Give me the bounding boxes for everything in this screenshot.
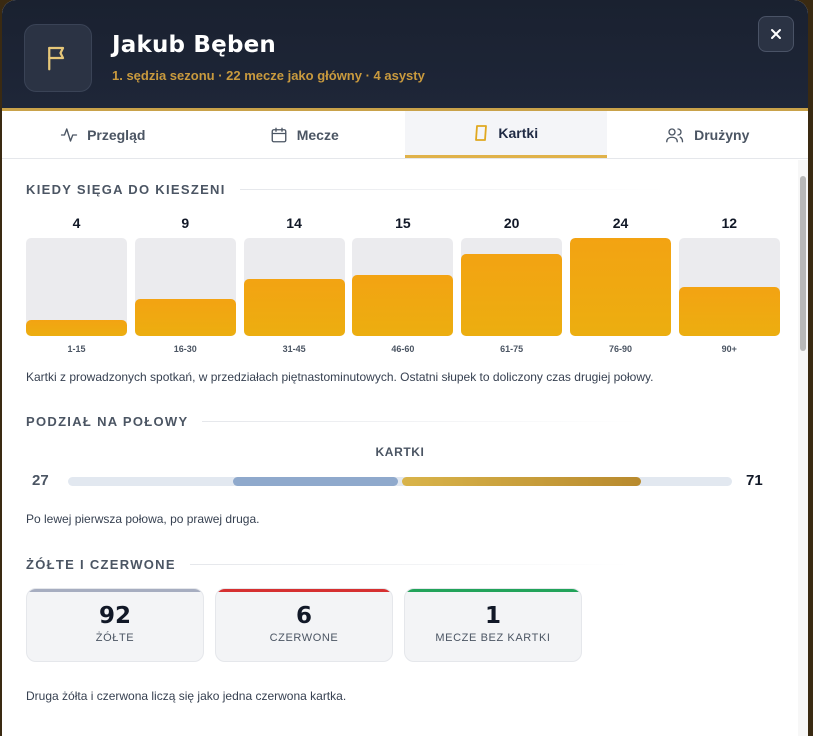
section-divider xyxy=(189,564,630,565)
stat-value: 92 xyxy=(98,603,131,629)
tab-bar: Przegląd Mecze Kartki Drużyny xyxy=(2,111,808,159)
tab-kartki[interactable]: Kartki xyxy=(405,111,607,158)
bar-category-label: 61-75 xyxy=(500,344,524,354)
tab-przeglad[interactable]: Przegląd xyxy=(2,111,204,158)
bar-category-label: 90+ xyxy=(721,344,737,354)
bar-track xyxy=(26,238,127,336)
tab-mecze[interactable]: Mecze xyxy=(204,111,406,158)
bar-column: 12 90+ xyxy=(678,208,780,354)
bar-category-label: 16-30 xyxy=(173,344,197,354)
chart-note: Kartki z prowadzonych spotkań, w przedzi… xyxy=(26,370,654,384)
bar-value-label: 4 xyxy=(72,215,81,231)
close-icon xyxy=(771,29,781,39)
flag-badge xyxy=(24,24,92,92)
bar-value-label: 20 xyxy=(503,215,520,231)
bar-value-label: 9 xyxy=(181,215,190,231)
bar-track xyxy=(678,238,780,336)
bar xyxy=(134,299,236,336)
stat-value: 6 xyxy=(295,603,312,629)
bar-column: 24 76-90 xyxy=(570,208,671,354)
bar xyxy=(570,238,671,336)
first-half-fill xyxy=(233,477,398,486)
bar-category-label: 76-90 xyxy=(608,344,633,354)
halves-label: KARTKI xyxy=(375,445,425,459)
section-title-text: PODZIAŁ NA POŁOWY xyxy=(26,414,189,429)
tab-label: Przegląd xyxy=(87,126,146,143)
bar-column: 4 1-15 xyxy=(26,208,127,354)
section-title-text: KIEDY SIĘGA DO KIESZENI xyxy=(26,182,226,197)
stat-accent xyxy=(405,589,581,592)
bar-column: 9 16-30 xyxy=(134,208,236,354)
tab-label: Drużyny xyxy=(694,126,750,143)
bar-column: 15 46-60 xyxy=(352,208,454,354)
bar-category-label: 31-45 xyxy=(282,344,306,354)
section-title-cards: ŻÓŁTE I CZERWONE xyxy=(26,557,716,572)
stat-accent xyxy=(27,589,203,592)
minute-bar-chart: 4 1-15 9 16-30 14 31-45 15 46-60 20 61-75 24 76-90 1… xyxy=(26,208,780,358)
tab-label: Mecze xyxy=(296,126,339,143)
red-cards-stat: 6 CZERWONE xyxy=(215,588,393,662)
referee-name: Jakub Bęben xyxy=(112,32,276,58)
bar-value-label: 15 xyxy=(395,215,411,231)
bar-value-label: 12 xyxy=(721,215,738,231)
close-button[interactable] xyxy=(758,16,794,52)
bar-category-label: 1-15 xyxy=(67,344,86,354)
cards-tab-content: KIEDY SIĘGA DO KIESZENI 4 1-15 9 16-30 14 31-… xyxy=(2,160,798,736)
bar-column: 20 61-75 xyxy=(461,208,563,354)
yellow-cards-stat: 92 ŻÓŁTE xyxy=(26,588,204,662)
scrollbar[interactable] xyxy=(798,160,808,736)
halves-note: Po lewej pierwsza połowa, po prawej drug… xyxy=(26,512,260,526)
referee-subtitle: 1. sędzia sezonu · 22 mecze jako główny … xyxy=(112,68,425,83)
no-card-matches-stat: 1 MECZE BEZ KARTKI xyxy=(404,588,582,662)
bar-value-label: 24 xyxy=(612,215,629,231)
cards-note: Druga żółta i czerwona liczą się jako je… xyxy=(26,689,347,703)
stat-label: ŻÓŁTE xyxy=(95,632,135,644)
bar xyxy=(461,254,563,336)
bar-track xyxy=(352,238,454,336)
halves-bar xyxy=(68,477,732,486)
bar-category-label: 46-60 xyxy=(391,344,415,354)
bar-track xyxy=(570,238,671,336)
stat-label: CZERWONE xyxy=(269,632,339,644)
second-half-count: 71 xyxy=(746,472,763,489)
stat-accent xyxy=(216,589,392,592)
second-half-fill xyxy=(402,477,642,486)
bar xyxy=(26,319,127,336)
bar-track xyxy=(134,238,236,336)
tab-label: Kartki xyxy=(498,125,539,141)
bar xyxy=(243,278,345,336)
section-divider xyxy=(239,189,666,190)
bar-column: 14 31-45 xyxy=(243,208,345,354)
section-title-text: ŻÓŁTE I CZERWONE xyxy=(26,557,176,572)
users-icon xyxy=(666,127,684,142)
bar xyxy=(678,287,780,336)
scrollbar-thumb[interactable] xyxy=(800,176,806,351)
stat-value: 1 xyxy=(484,603,501,629)
bar-value-label: 14 xyxy=(286,215,302,231)
modal-header: Jakub Bęben 1. sędzia sezonu · 22 mecze … xyxy=(2,0,808,111)
card-icon xyxy=(475,125,488,141)
section-divider xyxy=(202,421,643,422)
calendar-icon xyxy=(271,127,287,142)
tab-druzyny[interactable]: Drużyny xyxy=(607,111,809,158)
bar-track xyxy=(243,238,345,336)
stat-label: MECZE BEZ KARTKI xyxy=(435,632,551,644)
section-title-when: KIEDY SIĘGA DO KIESZENI xyxy=(26,182,666,197)
first-half-count: 27 xyxy=(32,472,49,489)
activity-icon xyxy=(60,127,78,142)
flag-icon xyxy=(48,46,65,71)
bar-track xyxy=(461,238,563,336)
section-title-halves: PODZIAŁ NA POŁOWY xyxy=(26,414,666,429)
bar xyxy=(352,274,454,336)
